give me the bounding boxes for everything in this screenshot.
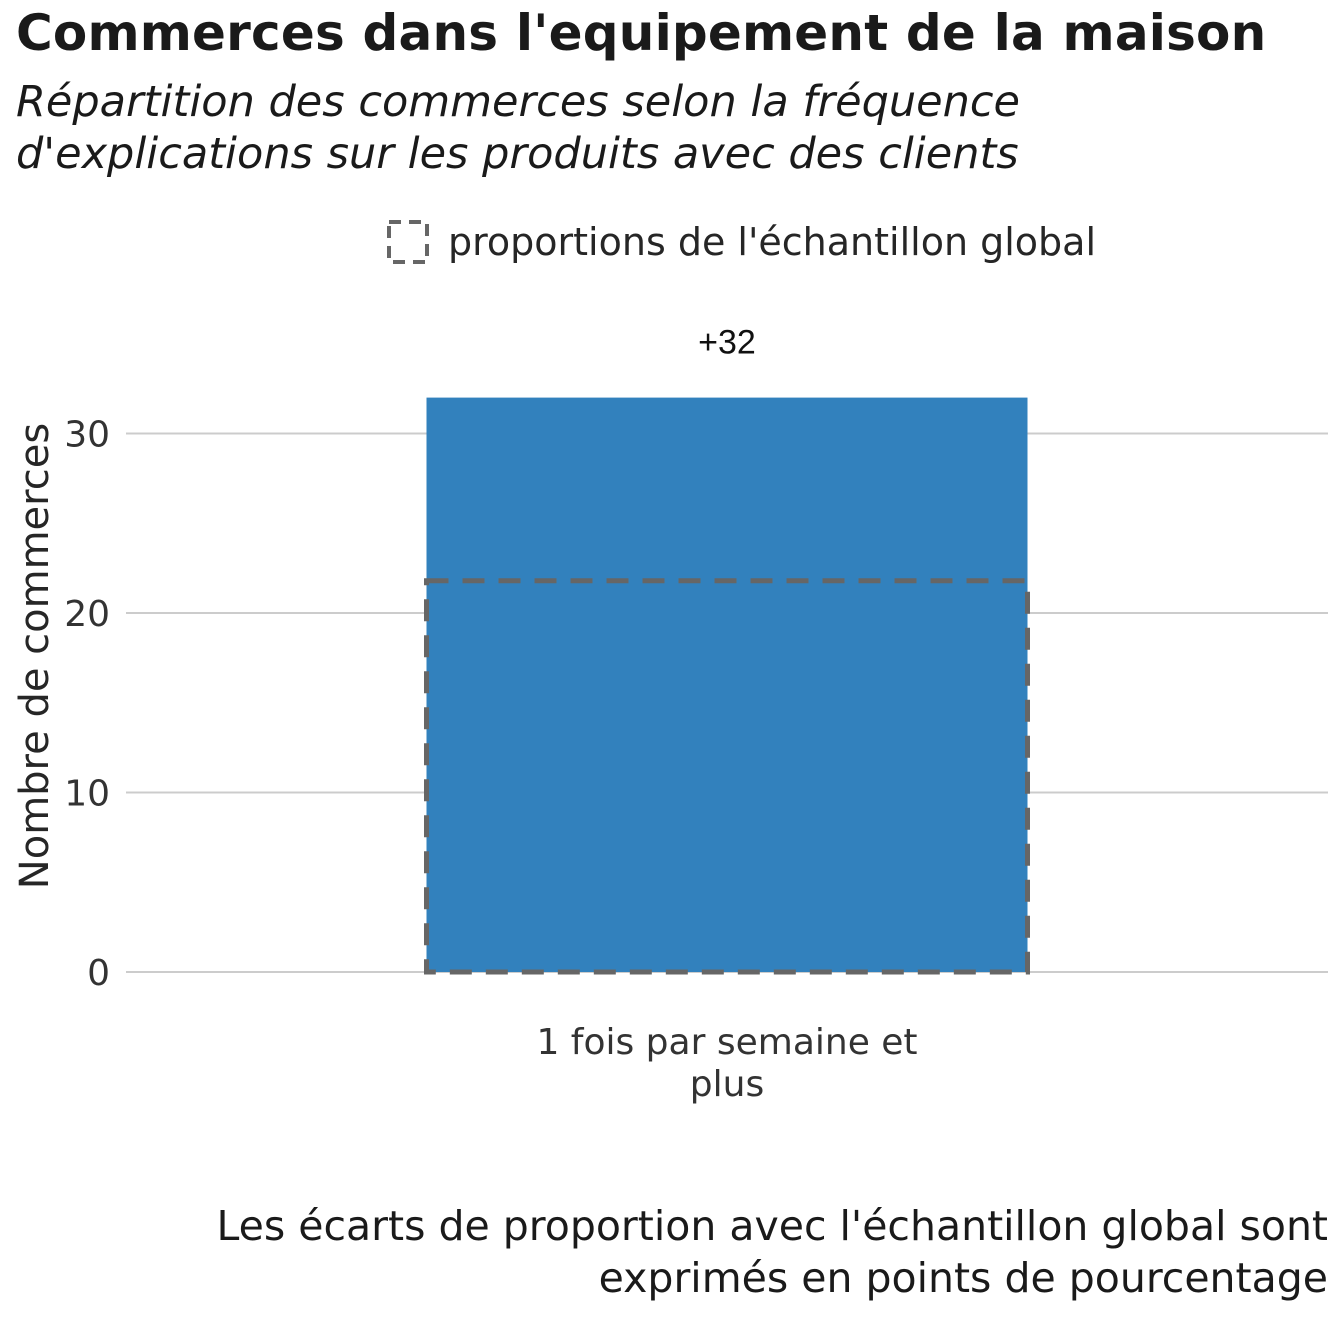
chart-subtitle: Répartition des commerces selon la fréqu… bbox=[16, 76, 1020, 180]
chart-title: Commerces dans l'equipement de la maison bbox=[16, 4, 1267, 62]
chart-caption: Les écarts de proportion avec l'échantil… bbox=[217, 1200, 1328, 1304]
bar-0 bbox=[426, 397, 1028, 973]
caption-line-1: Les écarts de proportion avec l'échantil… bbox=[216, 1202, 1328, 1250]
y-tick-label-0: 0 bbox=[87, 953, 110, 994]
y-axis-ticks: 0 10 20 30 bbox=[64, 415, 110, 995]
x-category-label-0-0: 1 fois par semaine et bbox=[536, 1022, 917, 1063]
x-category-label-0-1: plus bbox=[690, 1064, 764, 1105]
y-axis-title: Nombre de commerces bbox=[12, 423, 58, 889]
reference-outlines bbox=[424, 578, 1030, 975]
legend: proportions de l'échantillon global bbox=[384, 216, 1096, 268]
subtitle-line-2: d'explications sur les produits avec des… bbox=[16, 129, 1019, 179]
y-tick-label-20: 20 bbox=[64, 594, 110, 635]
y-tick-label-30: 30 bbox=[64, 415, 110, 456]
reference-outline-0 bbox=[424, 578, 1030, 975]
data-label-0: +32 bbox=[698, 324, 756, 362]
subtitle-line-1: Répartition des commerces selon la fréqu… bbox=[16, 77, 1020, 127]
bars bbox=[426, 397, 1028, 973]
y-tick-label-10: 10 bbox=[64, 774, 110, 815]
legend-label: proportions de l'échantillon global bbox=[448, 220, 1097, 264]
caption-line-2: exprimés en points de pourcentage bbox=[598, 1254, 1328, 1302]
data-labels: +32 bbox=[698, 324, 756, 362]
